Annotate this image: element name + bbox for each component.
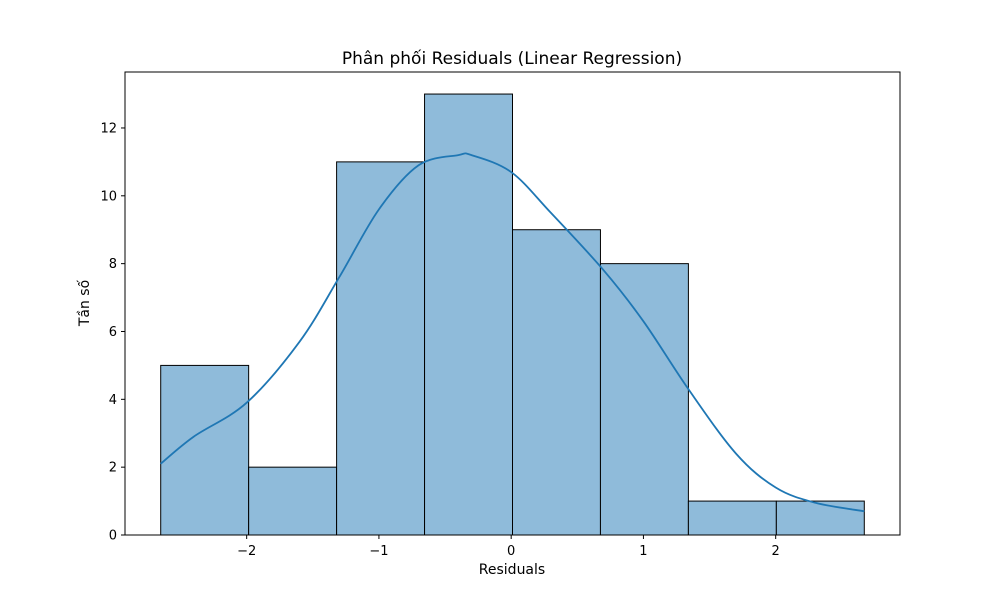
x-tick-label: 0 — [507, 544, 515, 559]
y-tick-label: 4 — [109, 393, 117, 408]
histogram-bar — [160, 364, 250, 536]
y-axis: 0 2 4 6 8 10 12 — [100, 121, 125, 544]
y-tick-label: 2 — [109, 461, 117, 476]
x-axis: −2 −1 0 1 2 — [237, 535, 780, 559]
kde-line — [160, 152, 865, 513]
x-tick-label: 2 — [772, 544, 780, 559]
y-tick-label: 0 — [109, 529, 117, 544]
y-tick-label: 6 — [109, 325, 117, 340]
histogram-bar — [424, 93, 513, 536]
kde-layer — [160, 152, 865, 513]
plot-frame — [124, 71, 901, 536]
histogram-bar — [599, 263, 689, 536]
y-tick-label: 10 — [100, 189, 117, 204]
x-tick-label: −2 — [237, 544, 256, 559]
histogram-bar — [687, 500, 777, 536]
histogram-bar — [512, 229, 601, 536]
bars-layer — [160, 93, 865, 536]
y-axis-title: Tần số — [76, 279, 93, 327]
y-tick-label: 12 — [100, 121, 117, 136]
histogram-bar — [775, 500, 865, 536]
x-tick-label: 1 — [639, 544, 647, 559]
histogram-bar — [248, 466, 338, 536]
x-tick-label: −1 — [369, 544, 388, 559]
chart-title: Phân phối Residuals (Linear Regression) — [342, 48, 682, 69]
y-tick-label: 8 — [109, 257, 117, 272]
x-axis-title: Residuals — [479, 562, 545, 578]
histogram-bar — [336, 161, 426, 536]
